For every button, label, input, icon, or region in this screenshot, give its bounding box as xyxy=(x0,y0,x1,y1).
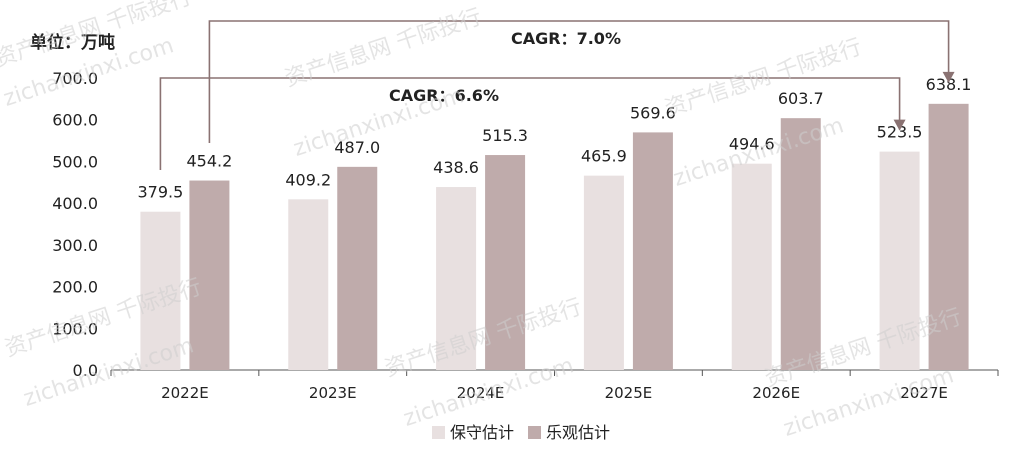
bar-conservative xyxy=(140,211,181,370)
y-tick-label: 500.0 xyxy=(52,152,98,171)
bar-value-label: 454.2 xyxy=(187,152,233,171)
x-tick-label: 2022E xyxy=(161,384,209,402)
y-tick-label: 200.0 xyxy=(52,278,98,297)
bar-value-label: 523.5 xyxy=(877,123,923,142)
y-tick-label: 100.0 xyxy=(52,319,98,338)
bar-conservative xyxy=(879,151,920,370)
bar-value-label: 494.6 xyxy=(729,135,775,154)
bar-conservative xyxy=(583,175,624,370)
legend-label: 保守估计 xyxy=(450,423,514,442)
x-tick-label: 2024E xyxy=(457,384,505,402)
bar-conservative xyxy=(731,163,772,370)
y-tick-label: 400.0 xyxy=(52,194,98,213)
cagr-label: CAGR：7.0% xyxy=(511,29,621,48)
x-tick-label: 2026E xyxy=(752,384,800,402)
unit-label: 单位：万吨 xyxy=(30,33,115,53)
y-tick-label: 300.0 xyxy=(52,236,98,255)
bar-optimistic xyxy=(189,180,230,370)
bar-optimistic xyxy=(780,118,821,370)
y-tick-label: 0.0 xyxy=(73,361,98,380)
bar-optimistic xyxy=(337,166,378,370)
cagr-bracket-line xyxy=(208,20,950,143)
y-tick-label: 600.0 xyxy=(52,111,98,130)
bar-conservative xyxy=(436,187,477,370)
cagr-arrowhead xyxy=(893,119,906,131)
x-tick-label: 2025E xyxy=(605,384,653,402)
bar-value-label: 569.6 xyxy=(630,103,676,122)
bar-value-label: 465.9 xyxy=(581,147,627,166)
x-tick-label: 2023E xyxy=(309,384,357,402)
bar-conservative xyxy=(288,199,329,370)
bar-value-label: 603.7 xyxy=(778,89,824,108)
bar-value-label: 638.1 xyxy=(926,75,972,94)
bar-optimistic xyxy=(485,155,526,370)
legend-swatch xyxy=(528,426,541,439)
bar-optimistic xyxy=(632,132,673,370)
bar-value-label: 515.3 xyxy=(482,126,528,145)
x-tick-label: 2027E xyxy=(900,384,948,402)
cagr-arrowhead xyxy=(942,71,955,83)
y-tick-label: 700.0 xyxy=(52,69,98,88)
bar-value-label: 487.0 xyxy=(334,138,380,157)
cagr-label: CAGR：6.6% xyxy=(389,86,499,105)
legend-swatch xyxy=(432,426,445,439)
cagr-bracket-line xyxy=(159,77,901,170)
bar-value-label: 379.5 xyxy=(138,183,184,202)
bar-value-label: 438.6 xyxy=(433,158,479,177)
bar-optimistic xyxy=(928,103,969,371)
bar-value-label: 409.2 xyxy=(285,170,331,189)
legend-label: 乐观估计 xyxy=(546,423,610,442)
